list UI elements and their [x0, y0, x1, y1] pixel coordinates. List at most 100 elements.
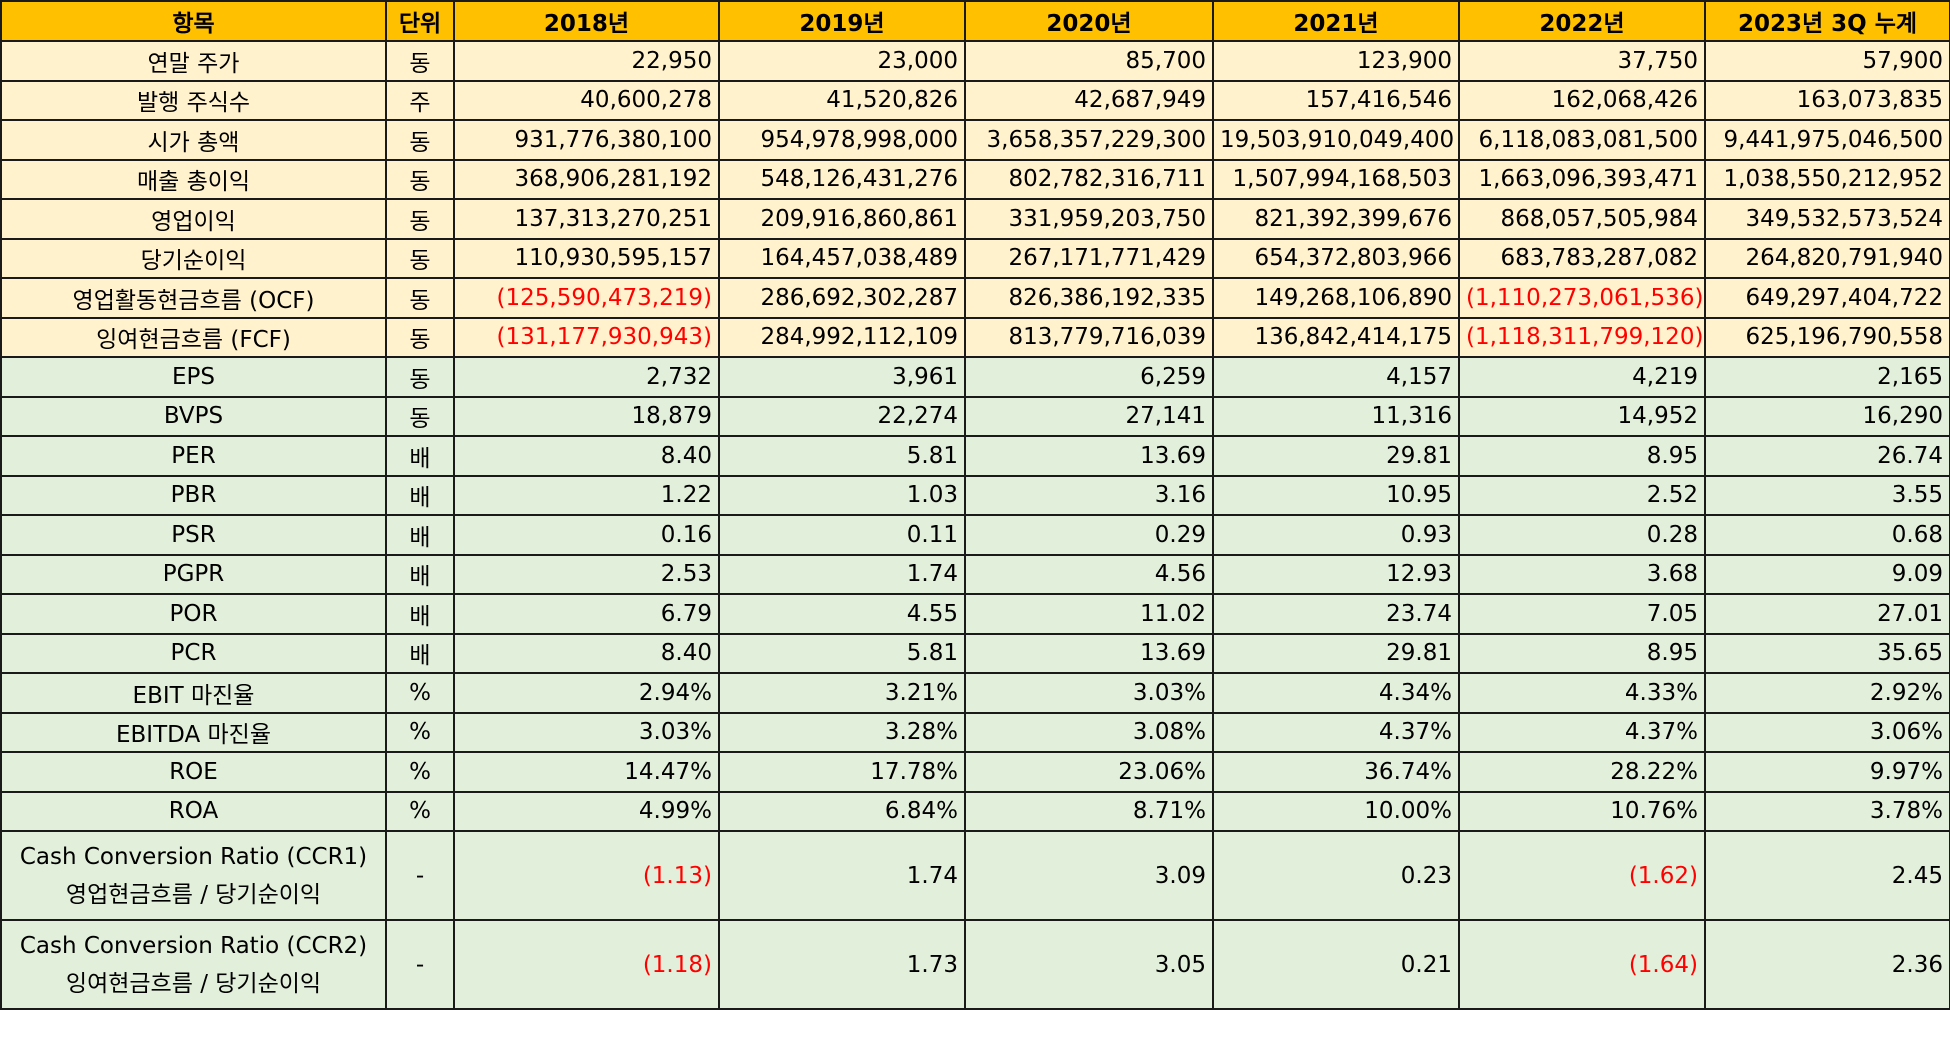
value-cell: 5.81 [718, 632, 966, 674]
value-cell: 0.29 [964, 514, 1214, 556]
unit-cell: % [385, 790, 455, 832]
value-cell: 3.28% [718, 711, 966, 753]
table-row: 시가 총액 동 931,776,380,100 954,978,998,000 3,65… [0, 119, 1950, 161]
value-cell: 3.03% [453, 711, 720, 753]
value-cell: 10.00% [1212, 790, 1460, 832]
value-cell: 23.06% [964, 751, 1214, 793]
value-cell: 29.81 [1212, 632, 1460, 674]
row-label-line: 시가 총액 [147, 129, 240, 156]
table-row: EBITDA 마진율% 3.03% 3.28% 3.08% 4.37% 4.37% 3.06… [0, 711, 1950, 753]
unit-cell: 동 [385, 119, 455, 161]
row-label: EBITDA 마진율 [0, 711, 387, 753]
header-cell: 2023년 3Q 누계 [1704, 0, 1950, 42]
unit-cell: 동 [385, 356, 455, 398]
value-cell: 8.71% [964, 790, 1214, 832]
unit-cell: % [385, 672, 455, 714]
table-row: PGPR 배 2.53 1.74 4.56 12.93 3.68 9.09 [0, 553, 1950, 595]
value-cell: 9.97% [1704, 751, 1950, 793]
value-cell: 26.74 [1704, 435, 1950, 477]
row-label: PCR [0, 632, 387, 674]
row-label-line: PSR [171, 521, 216, 548]
row-label-line: EBITDA 마진율 [116, 722, 271, 749]
table-row: BVPS 동 18,879 22,274 27,141 11,316 14,952 16,29… [0, 395, 1950, 437]
value-cell: 267,171,771,429 [964, 237, 1214, 279]
value-cell: 11,316 [1212, 395, 1460, 437]
row-label-line: EBIT 마진율 [132, 682, 255, 709]
value-cell: 1,663,096,393,471 [1458, 158, 1706, 200]
unit-cell: 동 [385, 316, 455, 358]
row-label-line: 잉여현금흐름 (FCF) [96, 327, 291, 354]
value-cell: 3.09 [964, 830, 1214, 921]
value-cell: 11.02 [964, 593, 1214, 635]
unit-cell: 배 [385, 593, 455, 635]
row-label: Cash Conversion Ratio (CCR2) 잉여현금흐름 / 당기순… [0, 919, 387, 1010]
value-cell: 22,274 [718, 395, 966, 437]
row-label: EPS [0, 356, 387, 398]
financial-table: 항목 단위 2018년 2019년 2020년 2021년 2022년 2023… [0, 0, 1950, 1010]
value-cell: 6.84% [718, 790, 966, 832]
row-label-line: 영업현금흐름 / 당기순이익 [65, 881, 322, 908]
unit-cell: 배 [385, 474, 455, 516]
value-cell: 35.65 [1704, 632, 1950, 674]
row-label-line: Cash Conversion Ratio (CCR1) [19, 843, 368, 870]
unit-cell: 동 [385, 395, 455, 437]
unit-cell: - [385, 919, 455, 1010]
value-cell: 0.68 [1704, 514, 1950, 556]
value-cell: 7.05 [1458, 593, 1706, 635]
value-cell: 10.76% [1458, 790, 1706, 832]
value-cell: 8.40 [453, 435, 720, 477]
value-cell: 42,687,949 [964, 79, 1214, 121]
row-label: EBIT 마진율 [0, 672, 387, 714]
value-cell: 264,820,791,940 [1704, 237, 1950, 279]
value-cell: 12.93 [1212, 553, 1460, 595]
value-cell: 157,416,546 [1212, 79, 1460, 121]
value-cell: 0.93 [1212, 514, 1460, 556]
value-cell: 136,842,414,175 [1212, 316, 1460, 358]
value-cell: 3.03% [964, 672, 1214, 714]
row-label: 매출 총이익 [0, 158, 387, 200]
header-cell: 항목 [0, 0, 387, 42]
value-cell: 654,372,803,966 [1212, 237, 1460, 279]
value-cell: 6,118,083,081,500 [1458, 119, 1706, 161]
row-label: 잉여현금흐름 (FCF) [0, 316, 387, 358]
unit-cell: 동 [385, 237, 455, 279]
unit-cell: 배 [385, 435, 455, 477]
value-cell: 649,297,404,722 [1704, 277, 1950, 319]
table-row: POR 배 6.79 4.55 11.02 23.74 7.05 27.01 [0, 593, 1950, 635]
value-cell: 1,038,550,212,952 [1704, 158, 1950, 200]
header-cell: 2022년 [1458, 0, 1706, 42]
value-cell: 625,196,790,558 [1704, 316, 1950, 358]
row-label-line: PER [171, 442, 216, 469]
header-cell: 2021년 [1212, 0, 1460, 42]
value-cell: 1.73 [718, 919, 966, 1010]
row-label-line: PBR [170, 482, 217, 509]
row-label: 연말 주가 [0, 40, 387, 82]
value-cell: 123,900 [1212, 40, 1460, 82]
value-cell: 349,532,573,524 [1704, 198, 1950, 240]
value-cell: 36.74% [1212, 751, 1460, 793]
value-cell: 3.68 [1458, 553, 1706, 595]
value-cell: 0.28 [1458, 514, 1706, 556]
value-cell: 1.03 [718, 474, 966, 516]
table-row: Cash Conversion Ratio (CCR2) 잉여현금흐름 / 당기순… [0, 919, 1950, 1010]
unit-cell: % [385, 751, 455, 793]
table-row: 발행 주식수 주 40,600,278 41,520,826 42,687,949 157… [0, 79, 1950, 121]
value-cell: 548,126,431,276 [718, 158, 966, 200]
table-row: PCR 배 8.40 5.81 13.69 29.81 8.95 35.65 [0, 632, 1950, 674]
value-cell: 3.21% [718, 672, 966, 714]
value-cell: 0.23 [1212, 830, 1460, 921]
row-label-line: 영업활동현금흐름 (OCF) [72, 287, 315, 314]
value-cell: 164,457,038,489 [718, 237, 966, 279]
row-label-line: 연말 주가 [147, 50, 240, 77]
value-cell: 4.55 [718, 593, 966, 635]
value-cell: 931,776,380,100 [453, 119, 720, 161]
table-row: EPS 동 2,732 3,961 6,259 4,157 4,219 2,165 [0, 356, 1950, 398]
table-row: EBIT 마진율% 2.94% 3.21% 3.03% 4.34% 4.33% 2.92% [0, 672, 1950, 714]
value-cell: 4.37% [1458, 711, 1706, 753]
value-cell: 3,658,357,229,300 [964, 119, 1214, 161]
value-cell: 149,268,106,890 [1212, 277, 1460, 319]
value-cell: 110,930,595,157 [453, 237, 720, 279]
value-cell: 3.55 [1704, 474, 1950, 516]
row-label-line: ROA [168, 798, 219, 825]
value-cell: 14.47% [453, 751, 720, 793]
